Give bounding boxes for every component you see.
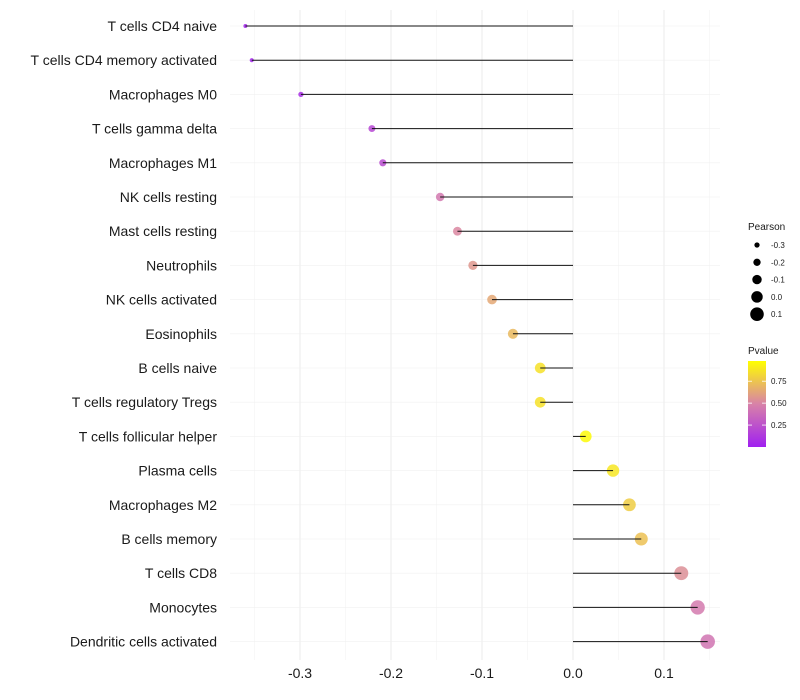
category-label: Macrophages M2 (109, 497, 217, 513)
category-label: T cells regulatory Tregs (72, 394, 217, 410)
pearson-legend-key (751, 291, 763, 303)
category-label: T cells gamma delta (92, 121, 217, 137)
pearson-legend-key (750, 307, 764, 321)
category-label: Macrophages M0 (109, 86, 217, 102)
category-label: NK cells resting (120, 189, 217, 205)
x-tick-label: 0.1 (654, 665, 674, 681)
pearson-legend-label: -0.3 (771, 241, 785, 250)
pearson-legend-label: 0.0 (771, 293, 783, 302)
category-label: Monocytes (149, 599, 217, 615)
pvalue-legend-label: 0.75 (771, 377, 787, 386)
x-axis-ticks: -0.3 -0.2 -0.1 0.0 0.1 (288, 665, 674, 681)
category-label: T cells CD4 memory activated (31, 52, 217, 68)
category-label: Dendritic cells activated (70, 634, 217, 650)
category-label: T cells CD8 (145, 565, 217, 581)
data-point (468, 260, 478, 270)
pvalue-colorbar (748, 361, 766, 447)
category-label: B cells memory (121, 531, 217, 547)
pvalue-legend: Pvalue 0.25 0.50 0.75 (748, 346, 787, 447)
category-label: T cells follicular helper (79, 428, 218, 444)
pearson-legend-label: 0.1 (771, 310, 783, 319)
category-label: Neutrophils (146, 257, 217, 273)
stems (245, 25, 708, 643)
x-tick-label: -0.2 (379, 665, 403, 681)
x-tick-label: -0.3 (288, 665, 312, 681)
points (243, 24, 715, 649)
x-tick-label: -0.1 (470, 665, 494, 681)
category-label: NK cells activated (106, 292, 217, 308)
pearson-legend-key (753, 258, 761, 266)
category-label: Eosinophils (145, 326, 217, 342)
pearson-legend-label: -0.2 (771, 258, 785, 267)
pvalue-legend-label: 0.25 (771, 421, 787, 430)
pvalue-legend-label: 0.50 (771, 399, 787, 408)
pearson-legend-label: -0.1 (771, 276, 785, 285)
y-axis-labels: T cells CD4 naive T cells CD4 memory acti… (31, 18, 218, 650)
category-label: B cells naive (138, 360, 217, 376)
pearson-legend: Pearson -0.3 -0.2 -0.1 0.0 0.1 (748, 222, 785, 321)
x-tick-label: 0.0 (563, 665, 583, 681)
pearson-legend-key (754, 242, 760, 248)
category-label: Macrophages M1 (109, 155, 217, 171)
pvalue-legend-title: Pvalue (748, 346, 779, 357)
category-label: Plasma cells (138, 463, 217, 479)
pearson-legend-key (752, 274, 762, 285)
category-label: T cells CD4 naive (108, 18, 218, 34)
category-label: Mast cells resting (109, 223, 217, 239)
pearson-legend-title: Pearson (748, 222, 785, 233)
grid (230, 10, 720, 660)
